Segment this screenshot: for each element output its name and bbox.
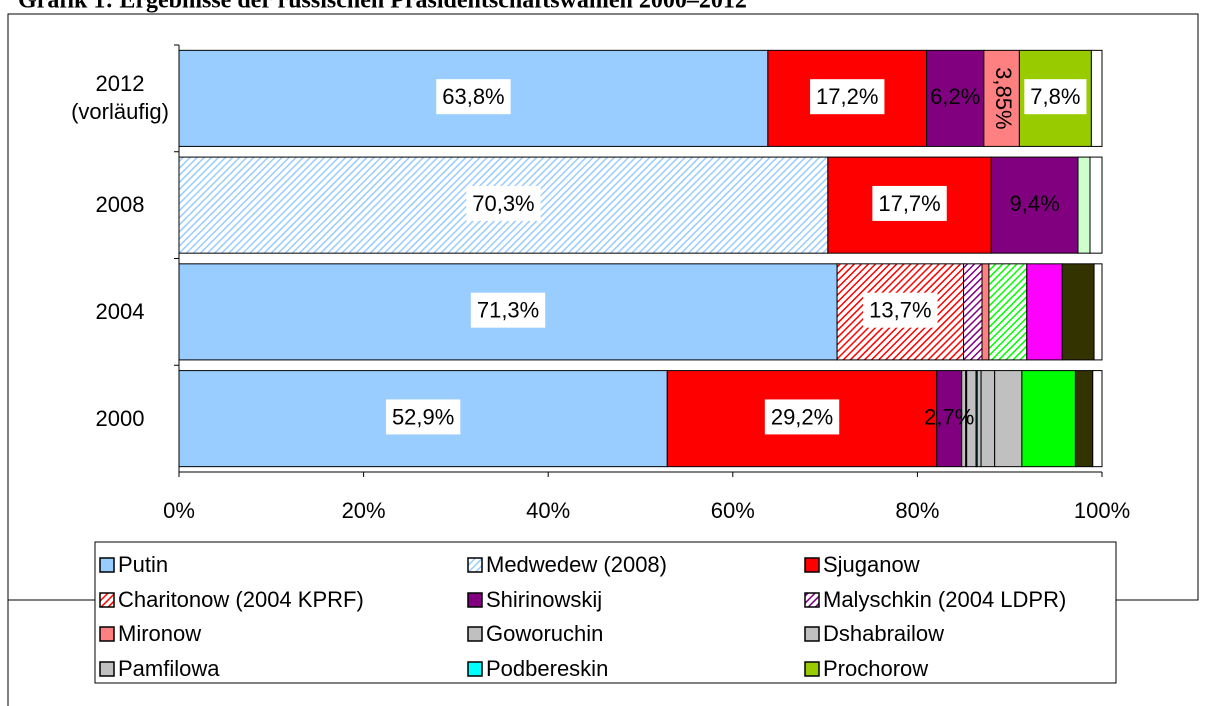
- legend-swatch: [804, 626, 820, 642]
- bar-segment: [1026, 263, 1063, 361]
- bar-segment: [1077, 156, 1091, 254]
- legend-label: Goworuchin: [486, 621, 603, 646]
- legend-swatch: [99, 592, 115, 608]
- data-label-box: [436, 79, 511, 115]
- x-tick-label: 40%: [526, 498, 570, 523]
- legend-label: Podbereskin: [486, 656, 608, 681]
- legend-swatch: [467, 661, 483, 677]
- data-label: 63,8%: [442, 84, 504, 109]
- data-label-group: 17,2%: [810, 79, 885, 115]
- x-tick-label: 80%: [895, 498, 939, 523]
- data-label: 7,8%: [1030, 84, 1080, 109]
- data-label: 29,2%: [771, 404, 833, 429]
- bar-segment: [1093, 263, 1103, 361]
- legend-frame: [94, 541, 1117, 684]
- legend-swatch: [99, 626, 115, 642]
- bar-segment: [980, 370, 996, 468]
- legend-swatch: [804, 592, 820, 608]
- x-tick-label: 60%: [711, 498, 755, 523]
- legend-label: Prochorow: [823, 656, 928, 681]
- legend-swatch: [804, 661, 820, 677]
- data-label: 52,9%: [392, 404, 454, 429]
- data-label-box: [466, 185, 541, 221]
- x-tick-label: 0%: [163, 498, 195, 523]
- x-tick-label: 100%: [1074, 498, 1130, 523]
- bar-segment: [1089, 156, 1103, 254]
- data-label-group: 52,9%: [385, 399, 461, 435]
- data-label-group: 9,4%: [1010, 191, 1060, 216]
- legend-label: Sjuganow: [823, 552, 920, 577]
- legend-label: Dshabrailow: [823, 621, 944, 646]
- x-tick-label: 20%: [342, 498, 386, 523]
- legend-swatch: [467, 557, 483, 573]
- legend-label: Charitonow (2004 KPRF): [118, 587, 364, 612]
- legend-label: Pamfilowa: [118, 656, 220, 681]
- bar-segment: [981, 263, 990, 361]
- data-label-group: 71,3%: [470, 292, 546, 328]
- chart-title: Grafik 1: Ergebnisse der russischen Präs…: [18, 0, 747, 14]
- bar-segment: [983, 49, 1020, 147]
- bar-segment: [1021, 370, 1076, 468]
- data-label-group: 2,7%: [924, 404, 974, 429]
- data-label: 17,7%: [878, 191, 940, 216]
- data-label-group: 17,7%: [872, 185, 947, 221]
- data-label-box: [385, 399, 461, 435]
- bar-segment: [1090, 49, 1103, 147]
- legend-label: Putin: [118, 552, 168, 577]
- data-label: 6,2%: [930, 84, 980, 109]
- data-label-group: 7,8%: [1024, 79, 1087, 115]
- data-label: 3,85%: [991, 67, 1016, 129]
- bar-segment: [988, 263, 1028, 361]
- data-label: 70,3%: [472, 191, 534, 216]
- data-label-group: 63,8%: [436, 79, 511, 115]
- data-label-box: [872, 185, 947, 221]
- bar-segment: [1092, 370, 1103, 468]
- data-label-group: 29,2%: [764, 399, 840, 435]
- data-label-group: 70,3%: [466, 185, 541, 221]
- legend-swatch: [467, 626, 483, 642]
- data-label-group: 3,85%: [991, 67, 1016, 129]
- data-label-box: [470, 292, 546, 328]
- legend-swatch: [467, 592, 483, 608]
- data-label: 13,7%: [869, 298, 931, 323]
- data-label-group: 13,7%: [863, 292, 938, 328]
- legend-label: Malyschkin (2004 LDPR): [823, 587, 1066, 612]
- data-label: 71,3%: [477, 298, 539, 323]
- data-label-group: 6,2%: [930, 84, 980, 109]
- bar-segment: [936, 370, 963, 468]
- bar-segment: [1074, 370, 1094, 468]
- bar-segment: [963, 263, 983, 361]
- data-label-box: [1024, 79, 1087, 115]
- legend-swatch: [99, 661, 115, 677]
- bar-segment: [1061, 263, 1095, 361]
- bar-segment: [990, 156, 1079, 254]
- legend-label: Medwedew (2008): [486, 552, 667, 577]
- legend-swatch: [99, 557, 115, 573]
- data-label-box: [863, 292, 938, 328]
- y-tick-label: 2004: [95, 298, 145, 324]
- legend-label: Mironow: [118, 621, 201, 646]
- y-tick-label: 2008: [95, 192, 145, 218]
- legend-swatch: [804, 557, 820, 573]
- bar-segment: [926, 49, 985, 147]
- data-label: 17,2%: [816, 84, 878, 109]
- y-tick-label: 2000: [95, 405, 145, 431]
- data-label-box: [810, 79, 885, 115]
- legend-label: Shirinowskij: [486, 587, 602, 612]
- data-label: 2,7%: [924, 404, 974, 429]
- bar-segment: [976, 370, 982, 468]
- data-label: 9,4%: [1010, 191, 1060, 216]
- y-tick-label: 2012 (vorläufig): [71, 71, 169, 125]
- bar-segment: [994, 370, 1023, 468]
- data-label-box: [764, 399, 840, 435]
